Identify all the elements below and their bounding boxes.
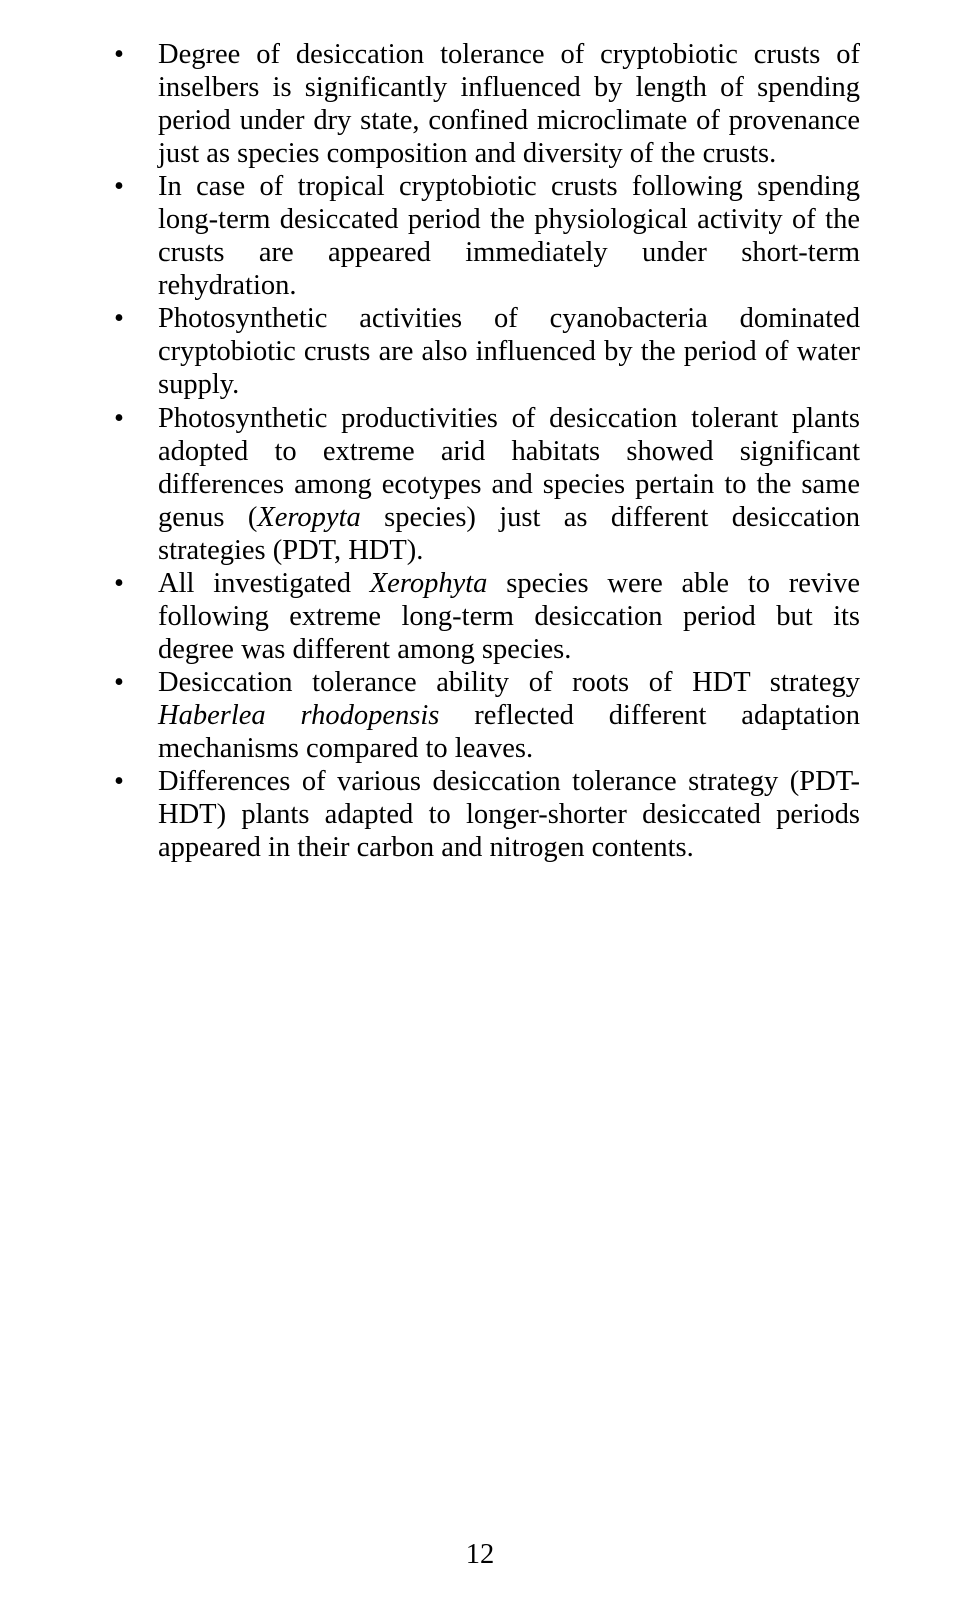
text-segment: Photosynthetic activities of cyanobacter…	[158, 303, 860, 400]
bullet-item: Degree of desiccation tolerance of crypt…	[100, 38, 860, 170]
text-segment: Degree of desiccation tolerance of crypt…	[158, 39, 860, 169]
bullet-item: All investigated Xerophyta species were …	[100, 567, 860, 666]
bullet-item: Differences of various desiccation toler…	[100, 765, 860, 864]
bullet-item: Photosynthetic activities of cyanobacter…	[100, 302, 860, 401]
text-segment: Xerophyta	[370, 568, 488, 599]
bullet-item: In case of tropical cryptobiotic crusts …	[100, 170, 860, 302]
page-content: Degree of desiccation tolerance of crypt…	[0, 0, 960, 864]
page-number: 12	[0, 1539, 960, 1571]
text-segment: All investigated	[158, 568, 370, 599]
bullet-list: Degree of desiccation tolerance of crypt…	[100, 38, 860, 864]
text-segment: Differences of various desiccation toler…	[158, 766, 860, 863]
text-segment: In case of tropical cryptobiotic crusts …	[158, 171, 860, 301]
text-segment: Xeropyta	[257, 502, 360, 533]
text-segment: Desiccation tolerance ability of roots o…	[158, 667, 860, 698]
text-segment: Haberlea rhodopensis	[158, 700, 439, 731]
bullet-item: Desiccation tolerance ability of roots o…	[100, 666, 860, 765]
bullet-item: Photosynthetic productivities of desicca…	[100, 402, 860, 567]
